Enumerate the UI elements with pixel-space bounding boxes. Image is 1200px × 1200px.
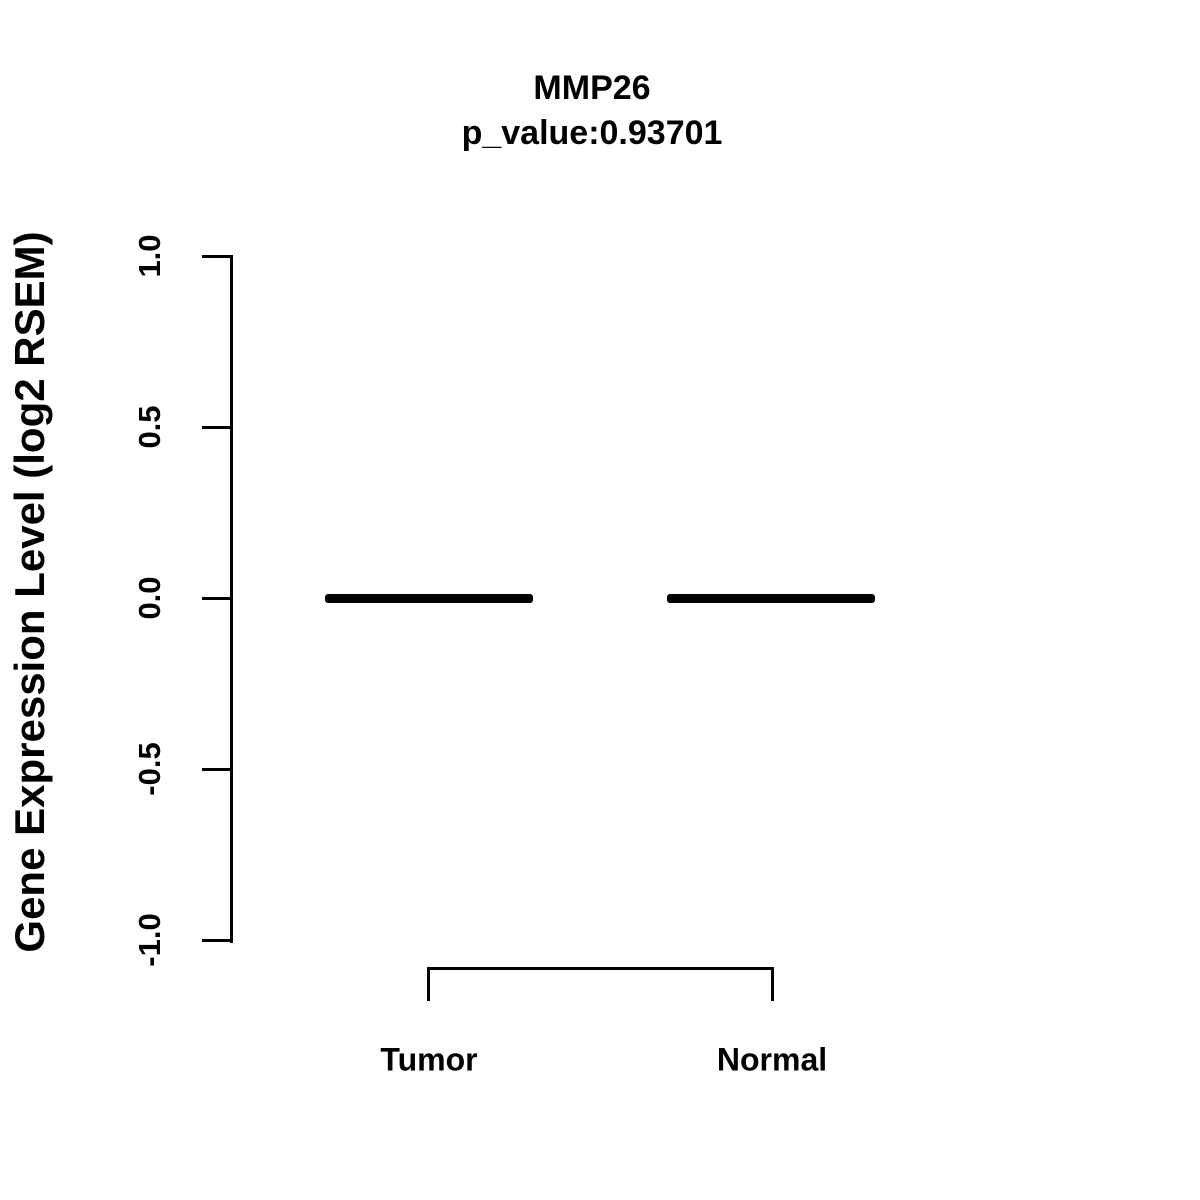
y-axis-tick [202, 768, 233, 771]
title-block: MMP26 p_value:0.93701 [0, 66, 1184, 156]
y-axis-tick [202, 939, 233, 942]
normal-median-line [667, 594, 875, 603]
comparison-bracket-horizontal [427, 967, 774, 970]
chart-subtitle-pvalue: p_value:0.93701 [461, 114, 723, 152]
y-axis-label: Gene Expression Level (log2 RSEM) [6, 231, 53, 953]
y-axis-tick [202, 426, 233, 429]
comparison-bracket-left-end [427, 967, 430, 1001]
y-axis-tick [202, 597, 233, 600]
x-category-label-tumor: Tumor [380, 1041, 478, 1078]
y-axis-tick [202, 255, 233, 258]
y-tick-label: -1.0 [132, 913, 167, 967]
y-tick-label: -0.5 [132, 742, 167, 796]
chart-title: MMP26 [533, 69, 651, 107]
comparison-bracket-right-end [771, 967, 774, 1001]
y-tick-label: 1.0 [132, 234, 167, 278]
y-tick-label: 0.0 [132, 576, 167, 620]
x-category-label-normal: Normal [716, 1041, 828, 1078]
tumor-median-line [325, 594, 533, 603]
y-tick-label: 0.5 [132, 405, 167, 449]
